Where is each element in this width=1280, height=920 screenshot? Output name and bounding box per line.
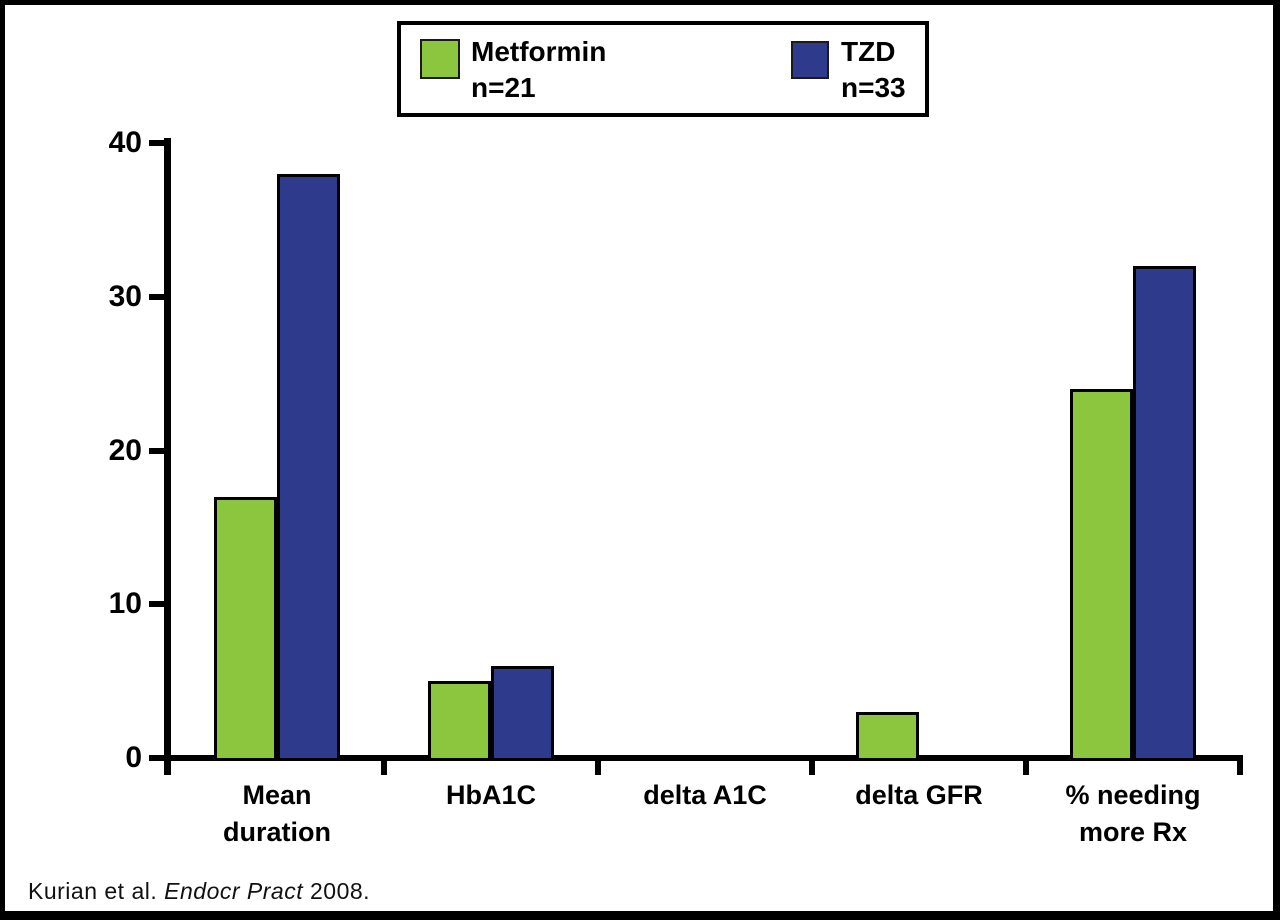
x-axis-category-label: HbA1C xyxy=(445,780,536,810)
y-axis-line xyxy=(164,138,171,775)
citation-prefix: Kurian et al. xyxy=(28,878,165,904)
y-axis-tick xyxy=(149,601,167,608)
bar-metformin--needing-more-rx xyxy=(1070,389,1133,761)
chart-legend: Metformin n=21 TZD n=33 xyxy=(397,21,929,117)
y-axis-tick-label: 40 xyxy=(108,126,142,159)
legend-swatch-metformin-icon xyxy=(420,39,460,79)
y-axis-tick xyxy=(149,293,167,300)
x-axis-category-label: delta GFR xyxy=(855,780,983,810)
y-axis-tick-label: 10 xyxy=(108,587,142,621)
bar-tzd-hba1c xyxy=(491,666,554,761)
bar-tzd--needing-more-rx xyxy=(1133,266,1196,761)
legend-label-metformin: Metformin n=21 xyxy=(471,34,606,106)
legend-label-tzd-name: TZD xyxy=(841,36,896,67)
x-axis-tick xyxy=(595,758,601,775)
legend-swatch-tzd-icon xyxy=(791,41,829,79)
y-axis-tick xyxy=(149,755,167,761)
x-axis-category-label: delta A1C xyxy=(643,780,767,810)
y-axis-tick xyxy=(149,447,167,454)
y-axis-tick xyxy=(149,140,167,146)
citation-journal: Endocr Pract xyxy=(164,878,304,904)
y-axis-tick-label: 0 xyxy=(125,741,142,774)
x-axis-line xyxy=(164,755,1243,761)
legend-label-tzd: TZD n=33 xyxy=(841,34,906,106)
x-axis-tick xyxy=(1023,758,1029,775)
bar-metformin-hba1c xyxy=(428,681,491,761)
x-axis-category-label: Mean duration xyxy=(223,780,331,847)
x-axis-tick xyxy=(381,758,387,775)
legend-label-metformin-name: Metformin xyxy=(471,36,607,67)
bar-tzd-mean-duration xyxy=(277,174,340,761)
x-axis-category-label: % needing more Rx xyxy=(1065,780,1201,847)
y-axis-tick-label: 20 xyxy=(108,433,142,467)
citation-suffix: 2008. xyxy=(303,878,371,904)
x-axis-tick xyxy=(1237,758,1243,775)
x-axis-tick xyxy=(809,758,815,775)
y-axis-tick-label: 30 xyxy=(108,279,142,313)
legend-label-metformin-n: n=21 xyxy=(471,72,536,103)
source-citation: Kurian et al. Endocr Pract 2008. xyxy=(28,878,370,905)
bar-metformin-mean-duration xyxy=(214,497,277,761)
bar-metformin-delta-gfr xyxy=(856,712,919,761)
legend-label-tzd-n: n=33 xyxy=(841,72,906,103)
